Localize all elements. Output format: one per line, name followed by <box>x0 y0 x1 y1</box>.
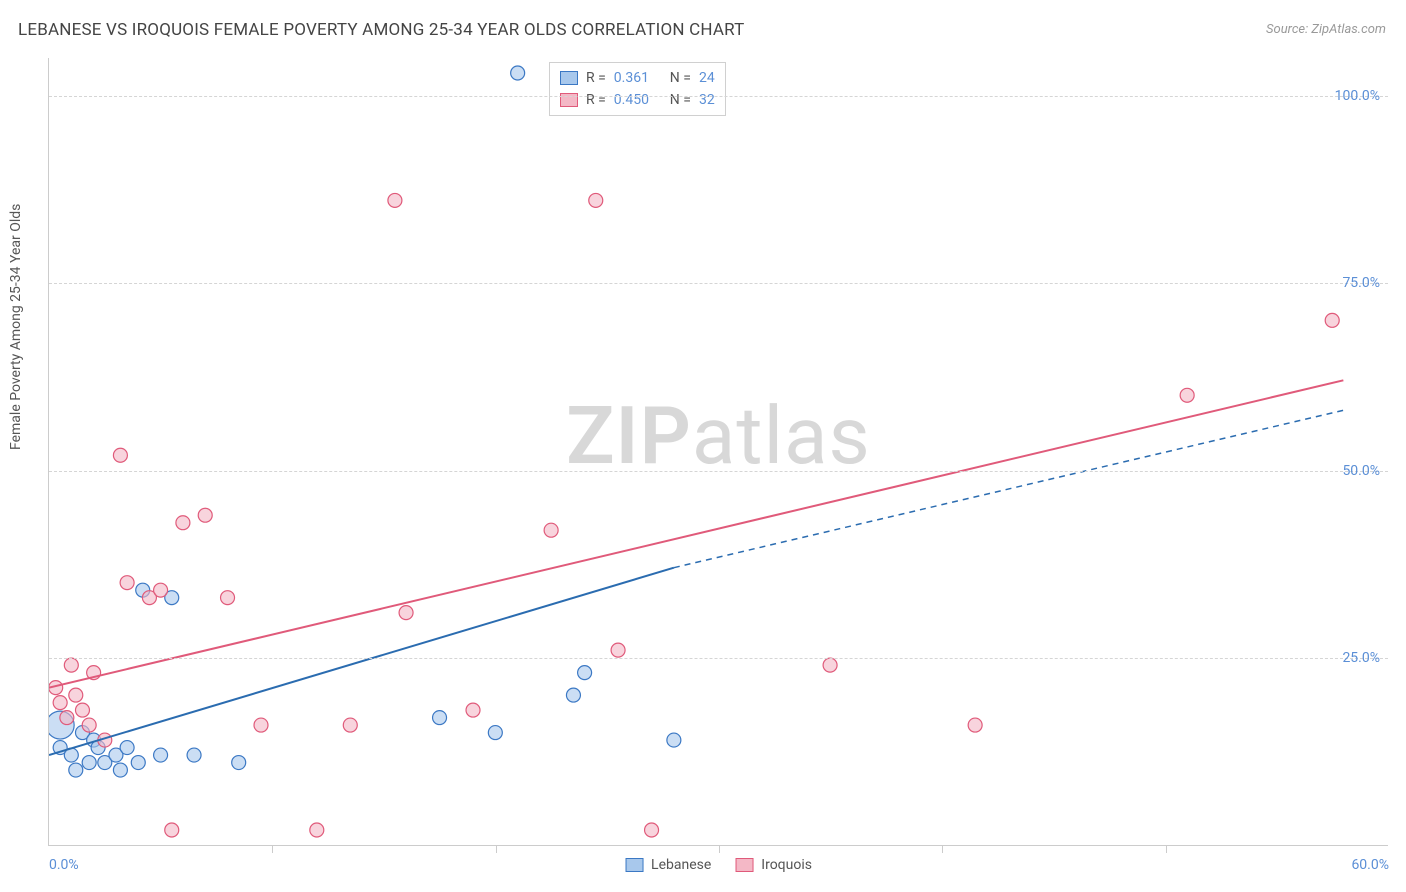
data-point <box>187 748 201 762</box>
data-point <box>64 658 78 672</box>
data-point <box>64 748 78 762</box>
data-point <box>466 703 480 717</box>
data-point <box>566 688 580 702</box>
data-point <box>60 711 74 725</box>
n-value: 24 <box>699 67 715 89</box>
data-point <box>75 726 89 740</box>
legend-item: Iroquois <box>735 857 812 873</box>
data-point <box>154 748 168 762</box>
data-point <box>69 688 83 702</box>
x-tick <box>496 845 497 853</box>
data-point <box>667 733 681 747</box>
source-credit: Source: ZipAtlas.com <box>1266 22 1386 37</box>
data-point <box>221 591 235 605</box>
correlation-legend: R = 0.361 N = 24 R = 0.450 N = 32 <box>549 62 726 116</box>
gridline <box>49 658 1388 659</box>
data-point <box>53 741 67 755</box>
y-tick-label: 25.0% <box>1342 650 1380 666</box>
data-point <box>433 711 447 725</box>
r-label: R = <box>586 89 606 111</box>
legend-row: R = 0.361 N = 24 <box>560 67 715 89</box>
y-tick-label: 50.0% <box>1342 463 1380 479</box>
data-point <box>578 666 592 680</box>
data-point <box>343 718 357 732</box>
data-point <box>82 718 96 732</box>
x-tick <box>719 845 720 853</box>
data-point <box>120 741 134 755</box>
chart-title: LEBANESE VS IROQUOIS FEMALE POVERTY AMON… <box>18 20 745 40</box>
n-value: 32 <box>699 89 715 111</box>
data-point <box>87 733 101 747</box>
x-tick <box>942 845 943 853</box>
data-point <box>109 748 123 762</box>
x-tick <box>272 845 273 853</box>
legend-label: Iroquois <box>761 857 812 873</box>
legend-label: Lebanese <box>651 857 711 873</box>
data-point <box>511 66 525 80</box>
data-point <box>154 583 168 597</box>
data-point <box>75 703 89 717</box>
gridline <box>49 283 1388 284</box>
legend-row: R = 0.450 N = 32 <box>560 89 715 111</box>
r-label: R = <box>586 67 606 89</box>
data-point <box>399 606 413 620</box>
x-tick-label: 0.0% <box>49 857 79 873</box>
data-point <box>82 756 96 770</box>
legend-swatch <box>625 858 643 872</box>
data-point <box>49 711 74 739</box>
watermark: ZIPatlas <box>566 389 871 483</box>
data-point <box>136 583 150 597</box>
data-point <box>165 823 179 837</box>
data-point <box>98 733 112 747</box>
data-point <box>53 696 67 710</box>
data-point <box>232 756 246 770</box>
data-point <box>165 591 179 605</box>
data-point <box>69 763 83 777</box>
data-point <box>98 756 112 770</box>
legend-swatch <box>735 858 753 872</box>
x-tick-label: 60.0% <box>1351 857 1389 873</box>
y-axis-label: Female Poverty Among 25-34 Year Olds <box>8 204 24 450</box>
data-point <box>645 823 659 837</box>
scatter-plot-svg <box>49 58 1388 845</box>
data-point <box>1180 388 1194 402</box>
data-point <box>91 741 105 755</box>
gridline <box>49 471 1388 472</box>
y-tick-label: 100.0% <box>1335 88 1380 104</box>
data-point <box>254 718 268 732</box>
gridline <box>49 96 1388 97</box>
data-point <box>176 516 190 530</box>
regression-line-extrapolated <box>674 410 1344 567</box>
r-value: 0.361 <box>614 67 662 89</box>
n-label: N = <box>670 89 691 111</box>
data-point <box>388 193 402 207</box>
data-point <box>488 726 502 740</box>
y-tick-label: 75.0% <box>1342 275 1380 291</box>
data-point <box>120 576 134 590</box>
chart-area: ZIPatlas R =0.361N =24R =0.450N =32 Leba… <box>48 58 1388 846</box>
regression-line <box>49 568 674 755</box>
data-point <box>823 658 837 672</box>
data-point <box>49 681 63 695</box>
legend-item: Lebanese <box>625 857 711 873</box>
n-label: N = <box>670 67 691 89</box>
data-point <box>131 756 145 770</box>
data-point <box>1325 313 1339 327</box>
data-point <box>87 666 101 680</box>
data-point <box>113 763 127 777</box>
regression-line <box>49 380 1343 687</box>
r-value: 0.450 <box>614 89 662 111</box>
legend-swatch <box>560 71 578 85</box>
data-point <box>611 643 625 657</box>
data-point <box>113 448 127 462</box>
data-point <box>968 718 982 732</box>
data-point <box>589 193 603 207</box>
data-point <box>142 591 156 605</box>
data-point <box>310 823 324 837</box>
data-point <box>544 523 558 537</box>
data-point <box>198 508 212 522</box>
series-legend: Lebanese Iroquois <box>625 857 812 873</box>
x-tick <box>1166 845 1167 853</box>
